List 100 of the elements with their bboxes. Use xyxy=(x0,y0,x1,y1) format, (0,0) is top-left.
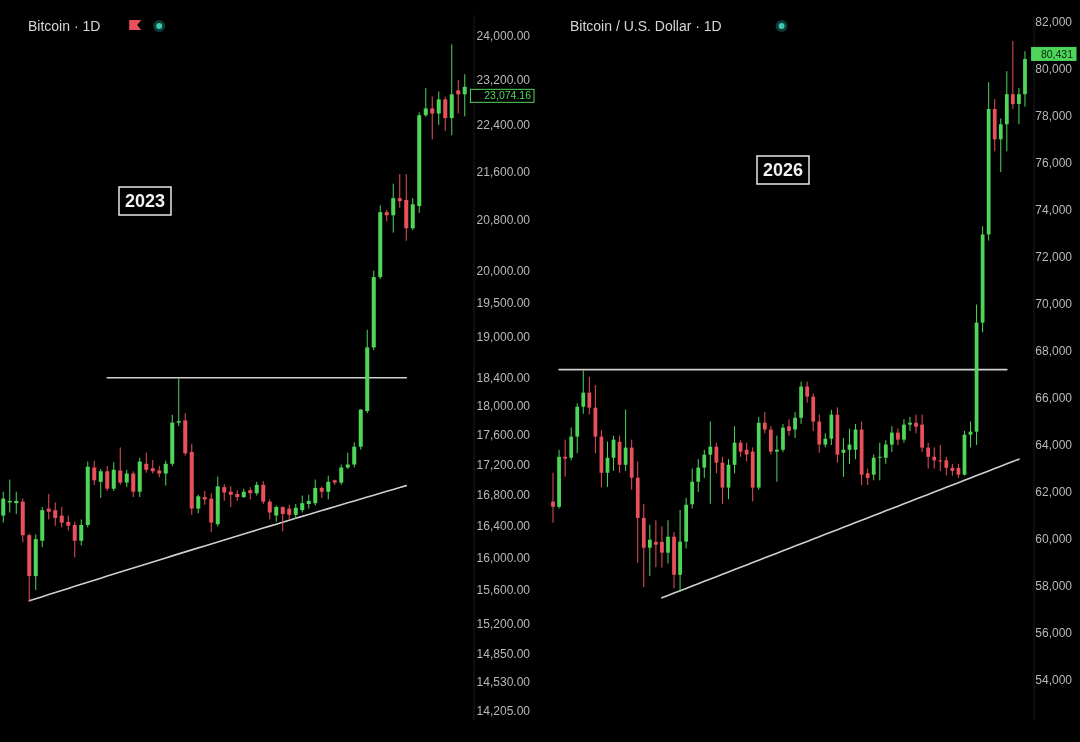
y-tick-label: 56,000 xyxy=(1035,626,1073,641)
candlestick xyxy=(1011,40,1015,110)
candlestick xyxy=(443,96,448,132)
text: 80,431 xyxy=(1040,47,1074,60)
candlestick xyxy=(1017,87,1021,125)
candlestick xyxy=(775,435,779,483)
y-tick-label: 76,000 xyxy=(1035,156,1073,171)
y-tick-label: 78,000 xyxy=(1035,109,1073,124)
y-tick-label: 21,600.00 xyxy=(476,164,531,179)
candlestick xyxy=(72,521,77,558)
candlestick xyxy=(196,494,201,514)
candlestick xyxy=(551,472,555,524)
candlestick xyxy=(787,418,791,437)
candlestick xyxy=(702,449,707,479)
chart-title: Bitcoin / U.S. Dollar · 1D xyxy=(570,18,722,34)
candlestick xyxy=(902,418,906,444)
y-tick-label: 16,400.00 xyxy=(476,518,531,533)
y-tick-label: 20,800.00 xyxy=(476,213,531,228)
candlestick xyxy=(696,458,701,493)
candlestick xyxy=(690,468,695,509)
y-tick-label: 16,000.00 xyxy=(476,550,531,565)
y-tick-label: 22,400.00 xyxy=(476,118,531,133)
y-tick-label: 72,000 xyxy=(1035,250,1073,265)
y-tick-label: 74,000 xyxy=(1035,203,1073,218)
candlestick xyxy=(430,96,435,140)
chart-title: Bitcoin · 1D xyxy=(28,18,101,34)
candlestick xyxy=(449,43,454,136)
candlestick xyxy=(53,501,58,527)
candlestick xyxy=(708,421,713,505)
y-tick-label: 20,000.00 xyxy=(476,263,531,278)
y-tick-label: 62,000 xyxy=(1035,485,1073,500)
candlestick xyxy=(267,498,272,520)
candlestick xyxy=(563,439,567,478)
y-tick-label: 70,000 xyxy=(1035,297,1073,312)
candlestick xyxy=(46,493,51,520)
candlestick xyxy=(666,519,670,564)
candlestick xyxy=(647,524,652,577)
candlestick xyxy=(587,376,592,415)
y-tick-label: 15,200.00 xyxy=(476,616,531,631)
y-tick-label: 82,000 xyxy=(1035,15,1073,30)
candlestick xyxy=(817,414,822,454)
y-tick-label: 58,000 xyxy=(1035,579,1073,594)
candlestick xyxy=(352,441,357,469)
y-tick-label: 14,530.00 xyxy=(476,674,531,689)
candlestick xyxy=(261,480,266,505)
y-tick-label: 16,800.00 xyxy=(476,487,531,502)
candlestick xyxy=(423,87,428,118)
candlestick xyxy=(920,414,924,453)
candlestick xyxy=(105,465,110,492)
candlestick xyxy=(280,505,285,532)
candlestick xyxy=(581,369,586,415)
y-tick-label: 54,000 xyxy=(1035,673,1073,688)
candlestick xyxy=(908,416,912,432)
candlestick xyxy=(326,475,331,500)
candlestick xyxy=(144,452,149,474)
annotation: 2023 xyxy=(124,191,166,212)
line-series xyxy=(661,458,1020,599)
candlestick xyxy=(339,464,344,486)
y-tick-label: 80,000 xyxy=(1035,62,1073,77)
candlestick xyxy=(176,378,181,427)
candlestick xyxy=(944,456,949,477)
y-tick-label: 23,200.00 xyxy=(476,73,531,88)
candlestick xyxy=(397,173,402,209)
y-tick-label: 17,200.00 xyxy=(476,457,531,472)
y-tick-label: 14,205.00 xyxy=(476,703,531,718)
candlestick xyxy=(829,409,834,446)
y-tick-label: 18,400.00 xyxy=(476,371,531,386)
candlestick xyxy=(896,428,900,446)
y-tick-label: 60,000 xyxy=(1035,532,1073,547)
candlestick xyxy=(793,411,797,439)
candlestick xyxy=(926,442,931,470)
line-series xyxy=(28,484,408,602)
candlestick xyxy=(391,183,396,234)
candlestick xyxy=(79,518,84,546)
candlestick xyxy=(228,485,233,508)
candlestick xyxy=(163,460,168,487)
candlestick xyxy=(1,491,6,524)
candlestick xyxy=(462,73,467,117)
text: 23,074.16 xyxy=(484,89,532,102)
candlestick xyxy=(781,423,785,453)
candlestick xyxy=(436,91,441,126)
candlestick xyxy=(59,506,64,528)
candlestick xyxy=(914,414,918,434)
y-tick-label: 14,850.00 xyxy=(476,646,531,661)
candlestick xyxy=(768,425,773,455)
candlestick xyxy=(569,426,574,461)
candlestick xyxy=(932,446,937,470)
candlestick xyxy=(877,442,882,481)
candlestick xyxy=(871,453,876,481)
candlestick xyxy=(111,461,116,492)
candlestick xyxy=(92,460,97,486)
candlestick xyxy=(623,409,628,472)
candlestick xyxy=(654,519,658,568)
candlestick xyxy=(889,425,894,453)
candlestick xyxy=(883,439,888,465)
candlestick xyxy=(131,470,136,498)
y-tick-label: 66,000 xyxy=(1035,391,1073,406)
candlestick xyxy=(313,479,318,507)
annotation: 2026 xyxy=(762,160,804,181)
y-tick-label: 64,000 xyxy=(1035,438,1073,453)
